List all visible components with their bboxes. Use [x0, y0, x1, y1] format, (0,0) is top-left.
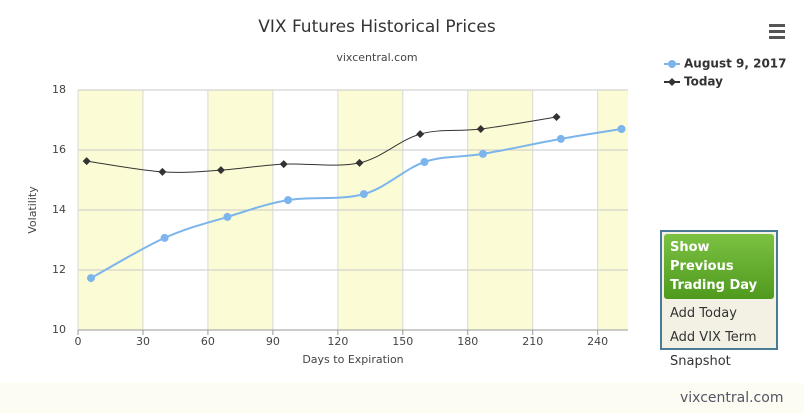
point — [617, 125, 626, 133]
point — [279, 160, 288, 169]
point — [82, 157, 91, 166]
legend-marker — [668, 78, 676, 86]
show-previous-button[interactable]: Show Previous Trading Day — [664, 234, 774, 299]
menu-icon-bar — [769, 30, 785, 33]
menu-item[interactable]: Add VIX Term — [670, 330, 757, 345]
x-tick-label: 30 — [136, 335, 150, 348]
point — [160, 233, 169, 242]
y-tick-label: 12 — [52, 263, 66, 276]
point — [556, 134, 565, 143]
menu-icon[interactable] — [769, 24, 785, 39]
x-tick-label: 60 — [201, 335, 215, 348]
x-tick-label: 210 — [522, 335, 543, 348]
x-tick-label: 0 — [75, 335, 82, 348]
x-tick-label: 120 — [327, 335, 348, 348]
y-axis-label: Volatility — [26, 186, 39, 234]
x-tick-label: 90 — [266, 335, 280, 348]
x-tick-label: 150 — [392, 335, 413, 348]
point — [416, 130, 425, 139]
x-tick-label: 240 — [587, 335, 608, 348]
menu-panel: Show Previous Trading Day Add Today Add … — [660, 230, 778, 369]
y-tick-label: 18 — [52, 83, 66, 96]
y-tick-label: 10 — [52, 323, 66, 336]
point — [284, 196, 293, 205]
legend-marker — [668, 60, 676, 68]
point — [476, 125, 485, 133]
point — [420, 158, 429, 166]
point — [158, 167, 167, 176]
point — [552, 113, 561, 121]
legend-label: August 9, 2017 — [684, 57, 787, 71]
point — [478, 149, 487, 158]
point — [359, 190, 368, 199]
menu-item[interactable]: Add Today — [670, 306, 737, 321]
point — [355, 158, 364, 167]
menu-item[interactable]: Snapshot — [670, 354, 731, 369]
point — [223, 212, 232, 221]
plot — [77, 89, 628, 331]
x-axis-label: Days to Expiration — [302, 353, 403, 366]
point — [86, 274, 95, 283]
x-tick-label: 180 — [457, 335, 478, 348]
y-tick-label: 16 — [52, 143, 66, 156]
chart-subtitle: vixcentral.com — [336, 51, 417, 64]
y-tick-label: 14 — [52, 203, 66, 216]
menu-icon-bar — [769, 24, 785, 27]
chart-title: VIX Futures Historical Prices — [258, 17, 496, 37]
menu-icon-bar — [769, 36, 785, 39]
point — [216, 166, 225, 175]
legend-label: Today — [684, 75, 723, 89]
footer: vixcentral.com — [680, 390, 784, 406]
